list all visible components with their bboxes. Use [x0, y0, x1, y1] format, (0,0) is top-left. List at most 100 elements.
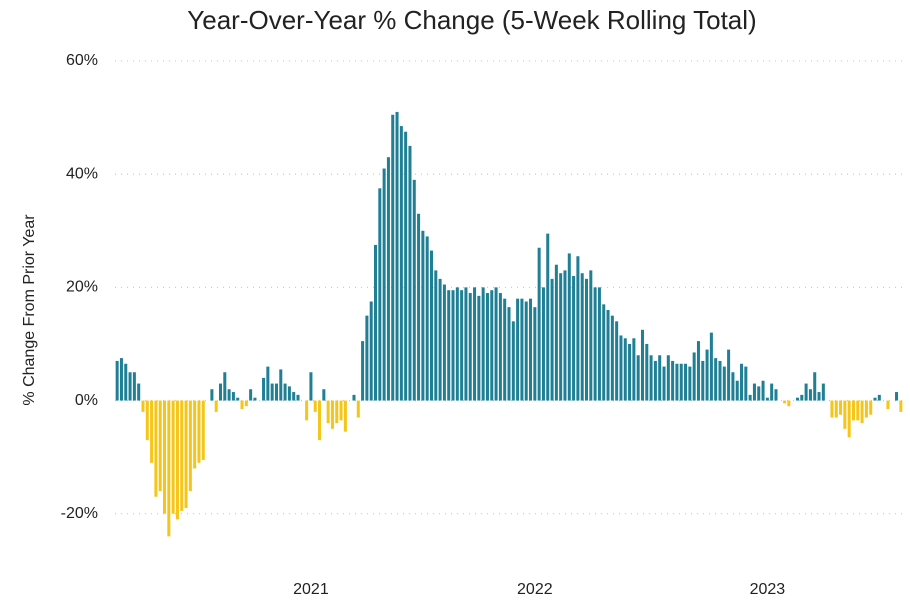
bar	[240, 400, 244, 410]
bar	[343, 400, 347, 432]
bar	[361, 341, 365, 401]
bar	[886, 400, 890, 410]
bar	[274, 383, 278, 401]
bar	[632, 338, 636, 401]
bar	[339, 400, 343, 421]
bar	[305, 400, 309, 421]
bar	[847, 400, 851, 438]
y-tick-label: 20%	[66, 279, 98, 296]
bar	[615, 321, 619, 401]
bar	[335, 400, 339, 424]
bar	[692, 352, 696, 401]
bar	[589, 270, 593, 401]
bar	[731, 372, 735, 401]
bar	[481, 287, 485, 401]
bar	[210, 389, 214, 401]
bar	[485, 293, 489, 401]
bar	[804, 383, 808, 401]
bar	[296, 394, 300, 401]
bar	[201, 400, 205, 460]
bar	[193, 400, 197, 469]
x-tick-label: 2021	[293, 581, 329, 598]
bar	[795, 397, 800, 401]
bar	[279, 369, 283, 401]
bar	[447, 290, 451, 401]
bar	[412, 179, 416, 401]
bar	[451, 290, 455, 401]
y-tick-label: -20%	[61, 505, 98, 522]
bar	[188, 400, 192, 492]
bar	[326, 400, 330, 424]
bar	[684, 363, 688, 401]
bar	[748, 394, 752, 401]
bar	[529, 298, 533, 401]
bar	[498, 293, 502, 401]
bar	[473, 287, 477, 401]
bar	[137, 383, 141, 401]
bar	[610, 315, 614, 401]
bar	[550, 278, 554, 401]
bar	[593, 287, 597, 401]
bar	[770, 383, 774, 401]
bar	[270, 383, 274, 401]
bar	[464, 287, 468, 401]
bar	[115, 360, 119, 401]
bar	[800, 394, 804, 401]
bar	[843, 400, 847, 429]
bar	[468, 293, 472, 401]
bar	[653, 360, 657, 401]
bar	[537, 247, 541, 401]
bar	[783, 400, 787, 404]
bar	[752, 383, 756, 401]
bar	[899, 400, 903, 412]
bar	[425, 236, 429, 401]
bar	[158, 400, 162, 492]
chart-title: Year-Over-Year % Change (5-Week Rolling …	[187, 5, 756, 35]
bar	[369, 301, 373, 401]
bar	[236, 397, 240, 401]
bar	[507, 307, 511, 401]
bar	[309, 372, 313, 401]
bar	[520, 298, 524, 401]
bar	[197, 400, 201, 463]
bar	[223, 372, 227, 401]
bar	[356, 400, 360, 418]
bar	[391, 114, 395, 401]
bar	[460, 290, 464, 401]
bar	[313, 400, 317, 412]
bar	[705, 349, 709, 401]
bar	[244, 400, 248, 407]
bar	[150, 400, 154, 463]
bar	[851, 400, 855, 421]
bar	[167, 400, 171, 537]
bar	[503, 298, 507, 401]
bar	[567, 253, 571, 401]
bar	[124, 363, 128, 401]
y-tick-label: 60%	[66, 52, 98, 69]
bar	[524, 301, 528, 401]
bar	[645, 343, 649, 401]
y-axis-label: % Change From Prior Year	[21, 214, 38, 406]
bar	[214, 400, 218, 412]
bar	[404, 131, 408, 401]
bar	[735, 380, 739, 401]
bar	[585, 278, 589, 401]
bar	[722, 366, 726, 401]
bar	[262, 377, 266, 401]
bar	[494, 287, 498, 401]
bar	[895, 392, 899, 401]
bar	[141, 400, 145, 412]
bar	[283, 383, 287, 401]
bar	[154, 400, 158, 497]
bar	[386, 157, 390, 401]
bar	[128, 372, 132, 401]
bar	[808, 389, 812, 401]
bar	[559, 273, 563, 401]
bar	[132, 372, 136, 401]
bar	[821, 383, 825, 401]
bar	[374, 244, 378, 401]
bar	[576, 256, 580, 401]
bar	[701, 360, 705, 401]
bar	[421, 230, 425, 401]
